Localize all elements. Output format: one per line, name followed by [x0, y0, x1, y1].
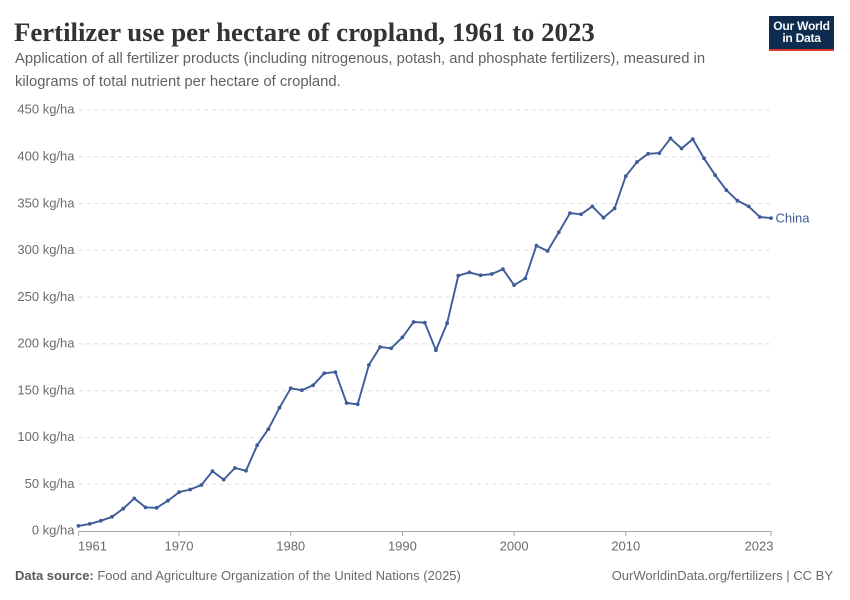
svg-text:250 kg/ha: 250 kg/ha — [17, 289, 75, 304]
svg-text:1990: 1990 — [388, 538, 417, 553]
svg-text:China: China — [776, 211, 811, 226]
svg-text:2000: 2000 — [500, 538, 529, 553]
svg-text:150 kg/ha: 150 kg/ha — [17, 382, 75, 397]
svg-text:100 kg/ha: 100 kg/ha — [17, 429, 75, 444]
svg-text:350 kg/ha: 350 kg/ha — [17, 195, 75, 210]
svg-text:2010: 2010 — [611, 538, 640, 553]
svg-text:2023: 2023 — [745, 538, 774, 553]
svg-text:0 kg/ha: 0 kg/ha — [32, 523, 75, 538]
svg-text:50 kg/ha: 50 kg/ha — [25, 476, 76, 491]
svg-text:450 kg/ha: 450 kg/ha — [17, 102, 75, 117]
svg-text:1970: 1970 — [165, 538, 194, 553]
svg-text:400 kg/ha: 400 kg/ha — [17, 149, 75, 164]
svg-text:300 kg/ha: 300 kg/ha — [17, 242, 75, 257]
svg-text:1961: 1961 — [78, 538, 107, 553]
svg-text:1980: 1980 — [276, 538, 305, 553]
svg-text:200 kg/ha: 200 kg/ha — [17, 336, 75, 351]
